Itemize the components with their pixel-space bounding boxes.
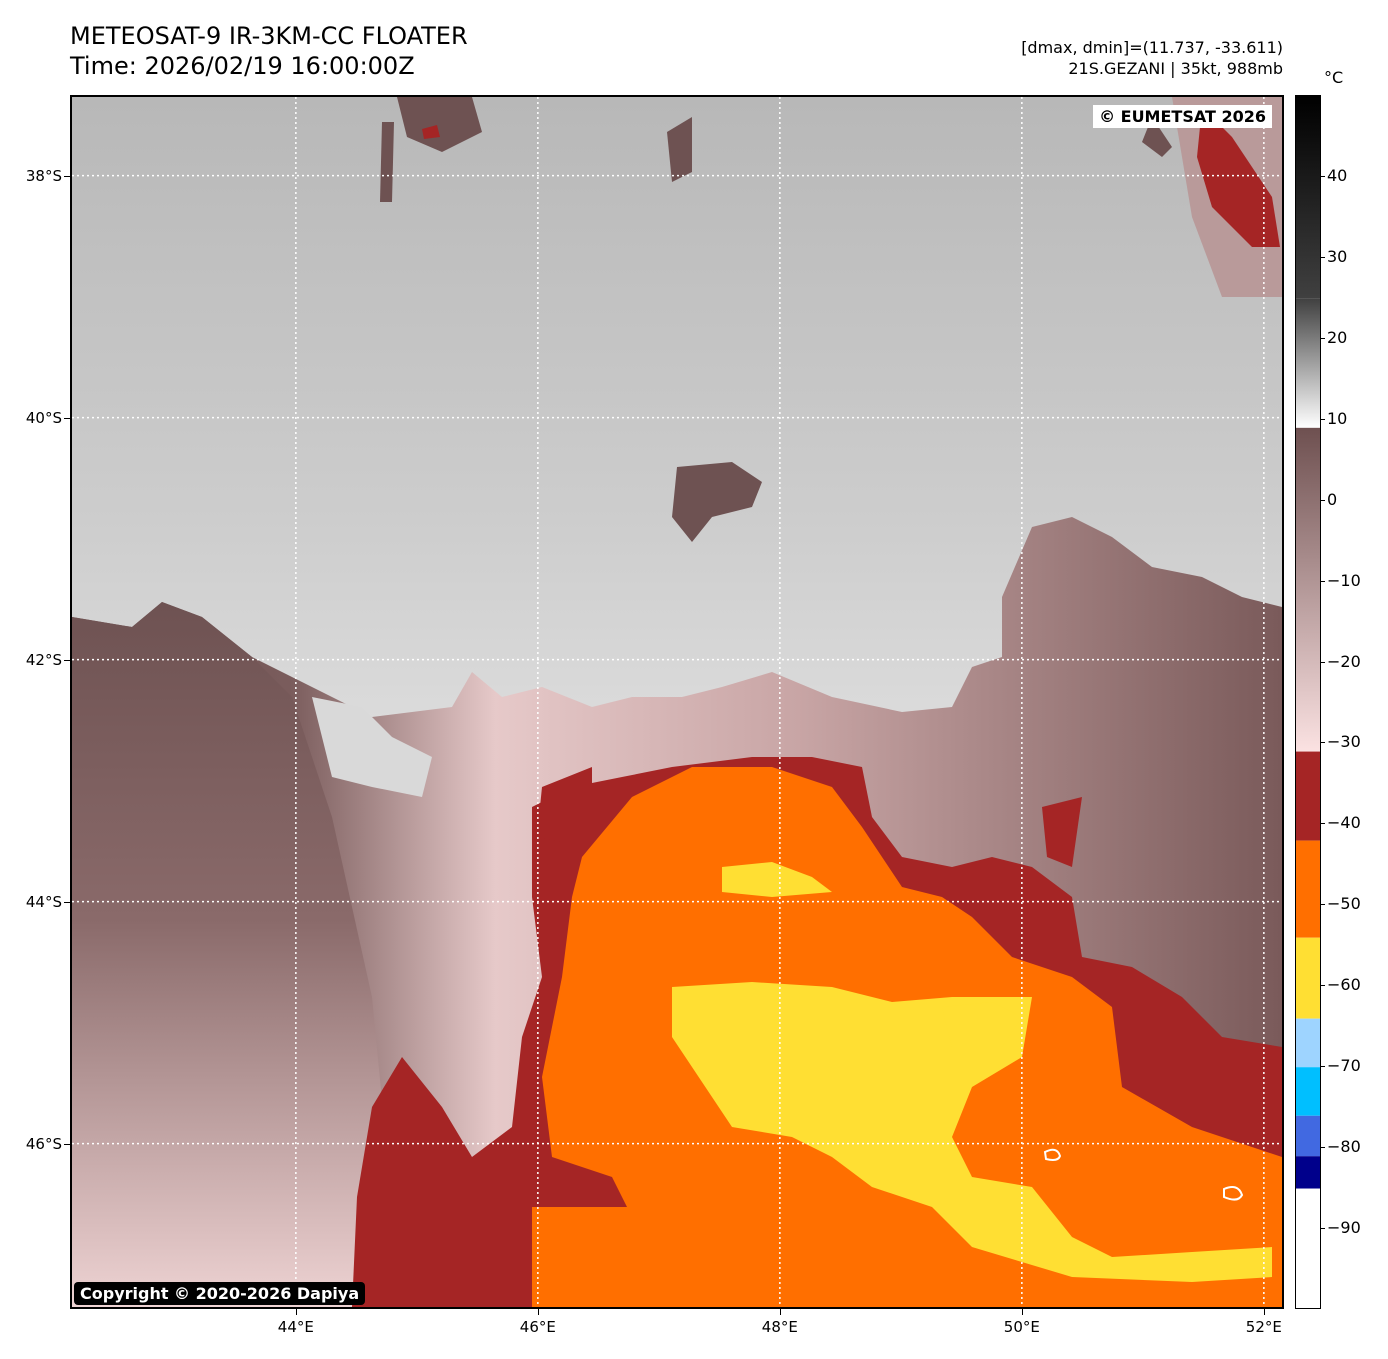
colorbar-tick-label: −20 — [1327, 651, 1361, 671]
colorbar — [1295, 95, 1321, 1309]
lat-tick-label: 42°S — [25, 650, 62, 669]
left-cloud-band — [72, 602, 402, 1307]
lon-tick-label: 50°E — [1003, 1318, 1040, 1336]
coldest-region — [672, 982, 1272, 1282]
eumetsat-credit: © EUMETSAT 2026 — [1093, 105, 1272, 128]
cloud-patch-top — [397, 97, 482, 152]
lon-tick-label: 46°E — [519, 1318, 556, 1336]
lat-tick-mark — [64, 417, 70, 419]
cloud-patch-top-mid — [667, 117, 692, 182]
lon-tick-mark — [779, 1309, 781, 1315]
colorbar-tick-label: −70 — [1327, 1056, 1361, 1076]
colorbar-tick-label: −10 — [1327, 570, 1361, 590]
lat-tick-mark — [64, 1143, 70, 1145]
very-cold-patch-south — [532, 1207, 712, 1307]
storm-info: 21S.GEZANI | 35kt, 988mb — [1068, 59, 1283, 78]
cloud-patch-center — [672, 462, 762, 542]
colorbar-tick-mark — [1321, 418, 1325, 420]
colorbar-segment — [1296, 1115, 1320, 1157]
colorbar-tick-label: −80 — [1327, 1137, 1361, 1157]
colorbar-tick-label: −50 — [1327, 894, 1361, 914]
copyright-badge: Copyright © 2020-2026 Dapiya — [74, 1282, 366, 1305]
lat-tick-label: 40°S — [25, 408, 62, 427]
satellite-map: © EUMETSAT 2026 Copyright © 2020-2026 Da… — [70, 95, 1284, 1309]
lon-tick-mark — [537, 1309, 539, 1315]
colorbar-tick-mark — [1321, 1066, 1325, 1068]
colorbar-segment — [1296, 1188, 1320, 1308]
colorbar-segment — [1296, 427, 1320, 752]
colorbar-tick-mark — [1321, 661, 1325, 663]
lat-tick-mark — [64, 175, 70, 177]
colorbar-segment — [1296, 1018, 1320, 1068]
contour-ring-1 — [1043, 1148, 1062, 1161]
lat-tick-label: 46°S — [25, 1134, 62, 1153]
colorbar-tick-label: −40 — [1327, 813, 1361, 833]
lon-tick-mark — [1021, 1309, 1023, 1315]
coldest-patch-north — [722, 862, 832, 897]
colorbar-tick-mark — [1321, 337, 1325, 339]
lat-tick-label: 44°S — [25, 892, 62, 911]
colorbar-segment — [1296, 1067, 1320, 1116]
lon-tick-label: 48°E — [761, 1318, 798, 1336]
colorbar-tick-mark — [1321, 580, 1325, 582]
colorbar-tick-label: −60 — [1327, 975, 1361, 995]
satellite-imagery — [72, 97, 1282, 1307]
colorbar-tick-label: −30 — [1327, 732, 1361, 752]
contour-ring-2 — [1223, 1186, 1244, 1201]
lon-tick-label: 44°E — [277, 1318, 314, 1336]
colorbar-tick-mark — [1321, 175, 1325, 177]
colorbar-tick-mark — [1321, 1228, 1325, 1230]
data-range-info: [dmax, dmin]=(11.737, -33.611) — [1021, 38, 1283, 57]
colorbar-scale — [1296, 96, 1320, 1308]
cold-tops-patch — [537, 767, 592, 842]
colorbar-segment — [1296, 937, 1320, 1019]
lon-tick-mark — [295, 1309, 297, 1315]
colorbar-tick-mark — [1321, 985, 1325, 987]
colorbar-tick-mark — [1321, 742, 1325, 744]
colorbar-segment — [1296, 96, 1320, 299]
colorbar-tick-mark — [1321, 823, 1325, 825]
graticule — [72, 97, 1282, 1307]
colorbar-tick-mark — [1321, 904, 1325, 906]
cold-top-small-nw — [422, 125, 440, 139]
colorbar-tick-label: 40 — [1327, 165, 1348, 185]
colorbar-segment — [1296, 751, 1320, 841]
colorbar-segment — [1296, 1156, 1320, 1189]
lat-tick-mark — [64, 659, 70, 661]
cloud-patch-top-left — [380, 122, 394, 202]
cold-top-small-ne — [1197, 107, 1280, 247]
colorbar-tick-label: 10 — [1327, 408, 1348, 428]
clear-patch-left — [312, 697, 432, 797]
lon-tick-mark — [1263, 1309, 1265, 1315]
cold-tops-east — [1042, 797, 1082, 867]
lon-tick-label: 52°E — [1245, 1318, 1282, 1336]
colorbar-tick-label: 0 — [1327, 489, 1338, 509]
colorbar-tick-label: 20 — [1327, 327, 1348, 347]
colorbar-unit: °C — [1324, 68, 1344, 87]
coldest-patch-east — [942, 1002, 1022, 1047]
chart-title: METEOSAT-9 IR-3KM-CC FLOATER — [70, 22, 468, 50]
lat-tick-mark — [64, 901, 70, 903]
chart-timestamp: Time: 2026/02/19 16:00:00Z — [70, 52, 415, 80]
colorbar-tick-mark — [1321, 1147, 1325, 1149]
colorbar-tick-label: −90 — [1327, 1218, 1361, 1238]
colorbar-tick-mark — [1321, 256, 1325, 258]
colorbar-segment — [1296, 298, 1320, 428]
colorbar-segment — [1296, 840, 1320, 938]
lat-tick-label: 38°S — [25, 166, 62, 185]
colorbar-tick-label: 30 — [1327, 246, 1348, 266]
colorbar-tick-mark — [1321, 499, 1325, 501]
